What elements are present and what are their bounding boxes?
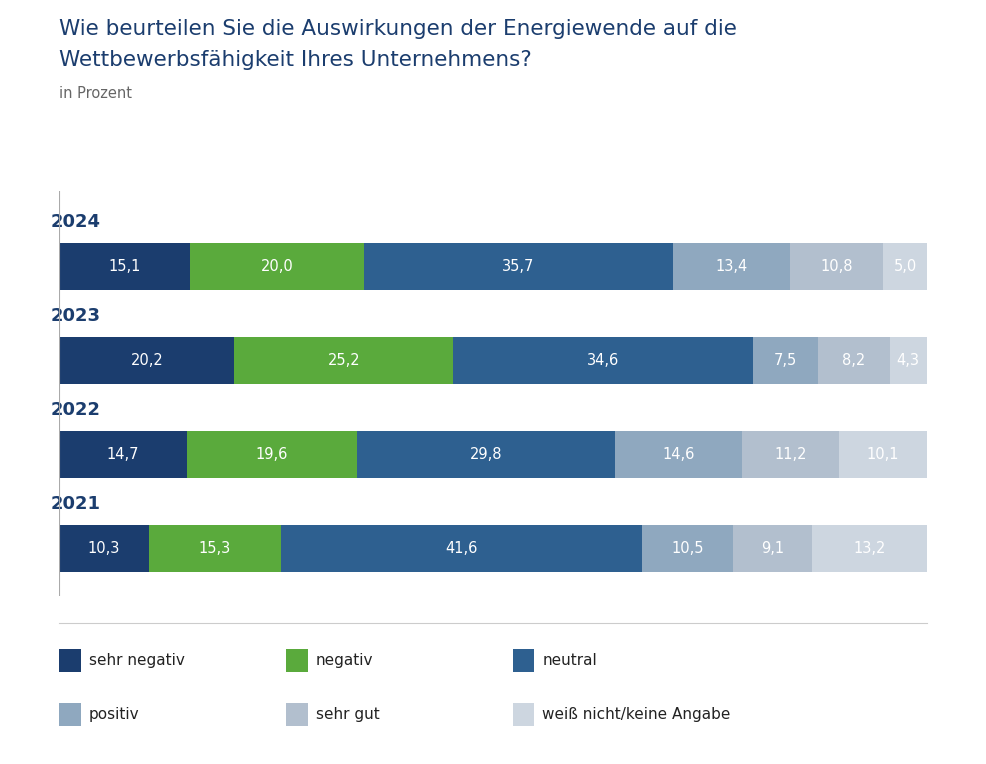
Text: 41,6: 41,6 (446, 542, 478, 556)
Bar (615, 431, 742, 478)
Text: 14,7: 14,7 (106, 447, 139, 462)
Text: 11,2: 11,2 (774, 447, 807, 462)
Bar (790, 243, 883, 290)
Text: 13,2: 13,2 (854, 542, 885, 556)
Bar (753, 337, 818, 384)
Bar (883, 243, 927, 290)
Text: 10,1: 10,1 (867, 447, 899, 462)
Text: weiß nicht/keine Angabe: weiß nicht/keine Angabe (542, 707, 731, 722)
Bar (673, 243, 790, 290)
Text: 2024: 2024 (50, 212, 101, 231)
Bar (889, 337, 927, 384)
Text: 4,3: 4,3 (896, 353, 920, 368)
Bar (364, 243, 673, 290)
Text: 9,1: 9,1 (761, 542, 785, 556)
Text: 13,4: 13,4 (716, 259, 747, 274)
Bar (812, 526, 927, 572)
Bar (235, 337, 454, 384)
Text: 7,5: 7,5 (774, 353, 798, 368)
Bar (454, 337, 753, 384)
Text: 10,3: 10,3 (88, 542, 120, 556)
Text: 2021: 2021 (50, 495, 101, 513)
Bar (59, 337, 235, 384)
Bar (357, 431, 615, 478)
Bar (149, 526, 281, 572)
Text: 29,8: 29,8 (469, 447, 502, 462)
Bar (734, 526, 812, 572)
Bar (281, 526, 642, 572)
Bar (190, 243, 364, 290)
Text: 14,6: 14,6 (663, 447, 695, 462)
Text: Wettbewerbsfähigkeit Ihres Unternehmens?: Wettbewerbsfähigkeit Ihres Unternehmens? (59, 50, 531, 70)
Text: 10,5: 10,5 (671, 542, 704, 556)
Text: 8,2: 8,2 (842, 353, 866, 368)
Bar (839, 431, 927, 478)
Text: 35,7: 35,7 (503, 259, 534, 274)
Bar (59, 526, 149, 572)
Text: 25,2: 25,2 (327, 353, 360, 368)
Bar (59, 243, 190, 290)
Text: in Prozent: in Prozent (59, 86, 132, 101)
Text: negativ: negativ (316, 653, 373, 668)
Text: Wie beurteilen Sie die Auswirkungen der Energiewende auf die: Wie beurteilen Sie die Auswirkungen der … (59, 19, 737, 39)
Bar (186, 431, 357, 478)
Text: 5,0: 5,0 (893, 259, 917, 274)
Text: 34,6: 34,6 (587, 353, 619, 368)
Text: 20,2: 20,2 (130, 353, 163, 368)
Bar (818, 337, 889, 384)
Bar (59, 431, 186, 478)
Text: 19,6: 19,6 (255, 447, 288, 462)
Text: 10,8: 10,8 (820, 259, 853, 274)
Text: sehr gut: sehr gut (316, 707, 380, 722)
Bar (742, 431, 839, 478)
Text: 15,1: 15,1 (108, 259, 141, 274)
Text: positiv: positiv (89, 707, 139, 722)
Text: 2022: 2022 (50, 401, 101, 419)
Text: 15,3: 15,3 (199, 542, 231, 556)
Text: neutral: neutral (542, 653, 598, 668)
Bar (642, 526, 734, 572)
Text: sehr negativ: sehr negativ (89, 653, 184, 668)
Text: 20,0: 20,0 (260, 259, 293, 274)
Text: 2023: 2023 (50, 306, 101, 325)
